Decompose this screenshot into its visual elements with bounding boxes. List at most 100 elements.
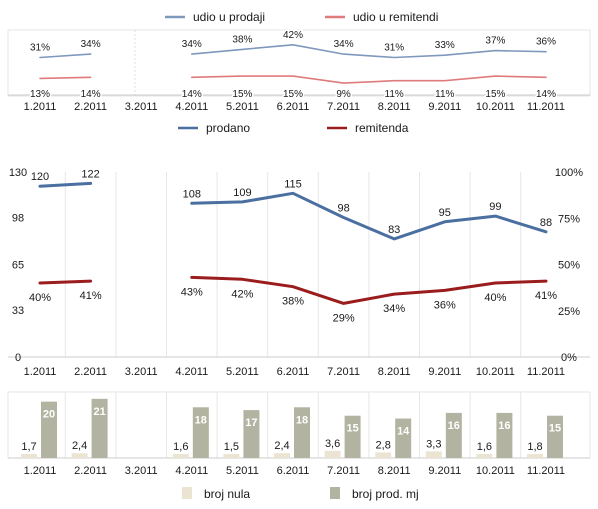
chart3-data-label-nula-6: 3,6 (325, 438, 340, 450)
chart2-data-label-remitenda-7: 34% (383, 303, 405, 315)
chart1-data-label-0-0-halo: 31% (30, 43, 50, 54)
chart3-bar-0-10 (527, 454, 543, 458)
chart1-data-label-0-10-halo: 36% (536, 37, 556, 48)
chart2-data-label-remitenda-9-halo: 40% (484, 292, 506, 304)
chart1-data-label-1-0-group: 13%13% (28, 88, 51, 102)
chart2-data-label-prodano-4-halo: 109 (233, 187, 251, 199)
x-tick-label-2-0: 1.2011 (24, 465, 57, 477)
y-left-tick-label-0: 0 (15, 352, 21, 364)
chart3-data-label-nula-3: 1,6 (173, 441, 188, 453)
chart1-data-label-0-10: 36% (536, 37, 556, 48)
x-tick-label-1-9: 10.2011 (476, 366, 515, 378)
chart1-data-label-0-1-halo: 34% (81, 39, 101, 50)
chart3-data-label-nula-7: 2,8 (376, 439, 391, 451)
chart1-data-label-0-9-group: 37%37% (484, 34, 507, 48)
chart1-series-line-0 (39, 44, 547, 59)
chart1-data-label-0-8-group: 33%33% (433, 39, 456, 53)
chart1-data-label-0-8: 33% (435, 40, 455, 51)
chart1-data-label-1-0: 13% (30, 89, 50, 100)
chart1-data-label-0-7-halo: 31% (384, 43, 404, 54)
chart3-bar-1-1 (91, 398, 108, 458)
x-tick-label-2-8: 9.2011 (428, 465, 461, 477)
chart1-data-label-0-3-halo: 34% (182, 39, 202, 50)
legend-broj-prod-mj: broj prod. mj (330, 487, 419, 501)
chart1-data-label-0-8-halo: 33% (435, 40, 455, 51)
y-left-tick-label-1: 33 (12, 305, 24, 317)
chart3-data-label-prod-10: 15 (549, 423, 561, 435)
chart1-data-label-0-6-halo: 34% (334, 39, 354, 50)
chart1-data-label-1-9-group: 15%15% (484, 88, 507, 102)
x-tick-label-1-7: 8.2011 (378, 366, 411, 378)
x-tick-label-2-2: 3.2011 (125, 465, 158, 477)
chart3-data-label-prod-6: 15 (346, 423, 358, 435)
legend-broj-nula: broj nula (182, 487, 250, 501)
chart2-data-label-remitenda-0-halo: 40% (29, 292, 51, 304)
x-tick-label-0-10: 11.2011 (527, 101, 565, 113)
chart3-data-label-prod-3: 18 (195, 414, 207, 426)
chart1-data-label-0-1-group: 34%34% (79, 38, 102, 52)
chart1-data-label-1-6: 9% (336, 89, 351, 100)
chart1-data-label-1-5: 15% (283, 89, 303, 100)
x-tick-label-0-5: 6.2011 (277, 101, 310, 113)
chart2-data-label-remitenda-1-halo: 41% (80, 290, 102, 302)
chart2-data-label-prodano-0-halo: 120 (31, 171, 49, 183)
chart2-data-label-prodano-9-halo: 99 (489, 201, 501, 213)
chart3-data-label-prod-5: 18 (296, 414, 308, 426)
x-tick-label-1-8: 9.2011 (428, 366, 461, 378)
chart2-data-label-remitenda-9: 40% (484, 292, 506, 304)
x-tick-label-0-0: 1.2011 (24, 101, 57, 113)
chart3-data-label-nula-8: 3,3 (426, 438, 441, 450)
chart3-bar-1-5 (294, 407, 310, 458)
legend-broj-nula-swatch (182, 487, 192, 499)
chart1-data-label-1-10-halo: 14% (536, 89, 556, 100)
chart2-data-label-remitenda-3: 43% (181, 286, 203, 298)
chart2-data-label-remitenda-6-halo: 29% (333, 312, 355, 324)
chart1-data-label-0-4-halo: 38% (232, 34, 252, 45)
chart1-data-label-1-7: 11% (385, 89, 404, 100)
chart1-data-label-0-6: 34% (334, 39, 354, 50)
chart3-bar-0-9 (476, 454, 493, 458)
x-tick-label-1-10: 11.2011 (527, 366, 565, 378)
chart3-data-label-prod-8: 16 (448, 420, 460, 432)
chart1-data-label-1-1: 14% (81, 89, 101, 100)
chart2-data-label-remitenda-6: 29% (333, 312, 355, 324)
chart2-data-label-remitenda-5-halo: 38% (282, 296, 304, 308)
chart3-bar-0-4 (223, 454, 240, 458)
legend-udio-u-remitendi-label: udio u remitendi (353, 10, 438, 24)
chart1-data-label-1-7-group: 11%11% (383, 88, 405, 102)
chart2-data-label-remitenda-0-group: 40%40% (27, 291, 52, 306)
x-tick-label-0-3: 4.2011 (175, 101, 208, 113)
chart1-data-label-1-9-halo: 15% (485, 89, 505, 100)
chart1-data-label-1-8: 11% (435, 89, 454, 100)
x-tick-label-2-10: 11.2011 (527, 465, 565, 477)
legend-prodano-label: prodano (206, 121, 250, 135)
chart3-data-label-nula-9: 1,6 (477, 441, 492, 453)
chart1-data-label-0-9-halo: 37% (485, 36, 505, 47)
chart3-bar-0-3 (172, 454, 189, 458)
chart2-data-label-prodano-6-halo: 98 (337, 203, 349, 215)
chart1-data-label-1-6-group: 9%9% (335, 88, 353, 102)
chart3-bar-1-6 (344, 415, 361, 458)
chart2-data-label-remitenda-4: 42% (231, 288, 253, 300)
legend-udio-u-prodaji: udio u prodaji (165, 10, 265, 24)
chart1-data-label-1-0-halo: 13% (30, 89, 50, 100)
chart2-data-label-remitenda-9-group: 40%40% (483, 291, 508, 306)
chart1-data-label-0-3: 34% (182, 39, 202, 50)
chart1-data-label-1-3: 14% (182, 89, 202, 100)
chart1-data-label-1-4-group: 15%15% (231, 88, 254, 102)
chart1-data-label-1-10: 14% (536, 89, 556, 100)
chart1-data-label-1-6-halo: 9% (336, 89, 351, 100)
chart1-data-label-0-4-group: 38%38% (231, 33, 254, 47)
chart2-data-label-prodano-0: 120 (31, 171, 49, 183)
x-tick-label-0-1: 2.2011 (74, 101, 107, 113)
chart1-data-label-1-3-halo: 14% (182, 89, 202, 100)
chart1-data-label-0-10-group: 36%36% (534, 35, 557, 49)
